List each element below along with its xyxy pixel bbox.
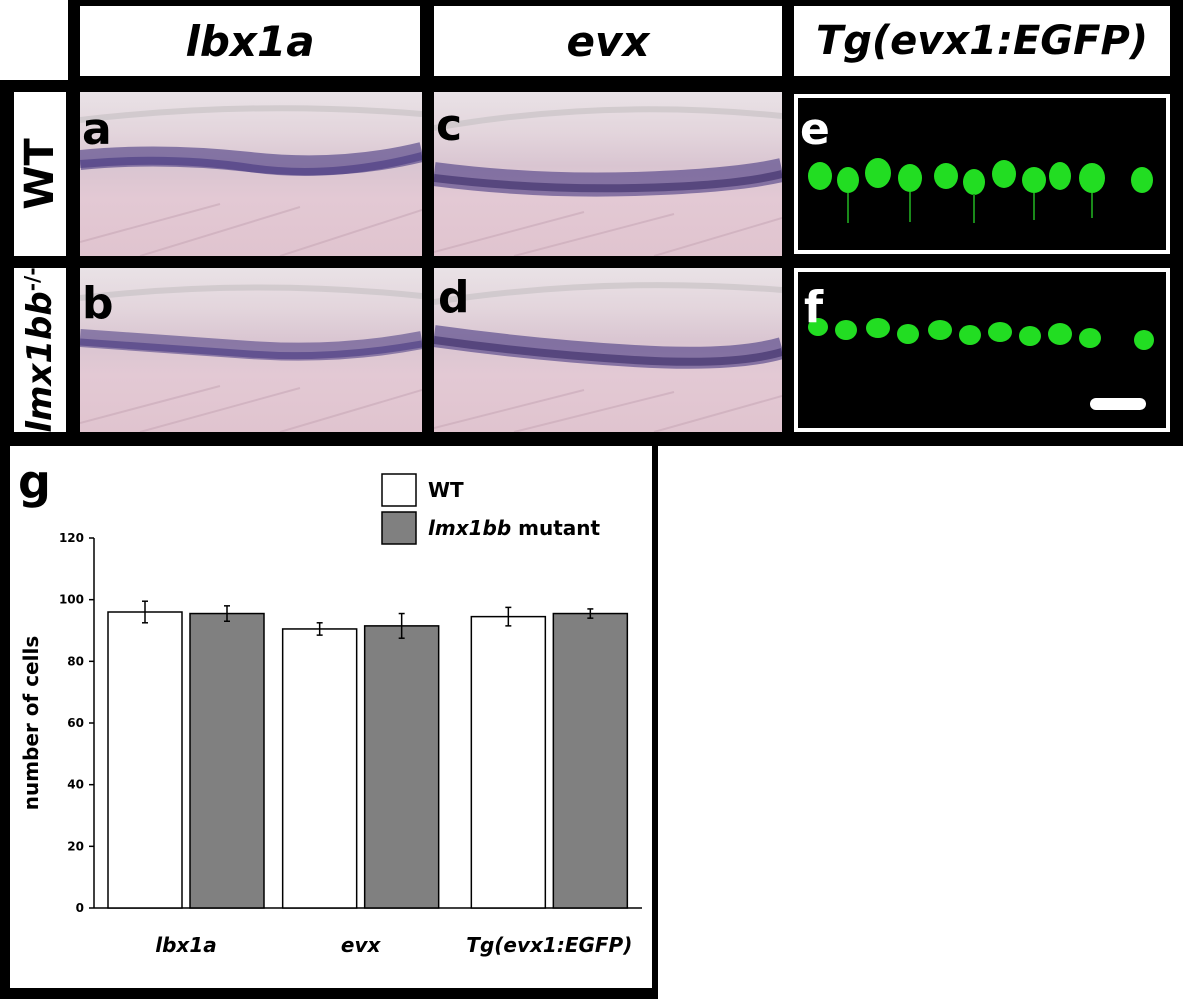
x-tick-label: evx <box>341 933 382 957</box>
scale-bar <box>1090 398 1146 410</box>
y-tick-label: 40 <box>67 778 84 792</box>
bar-wt <box>107 611 183 909</box>
panel-b-label: b <box>82 278 114 329</box>
row-label-mutant-genotype: -/- <box>19 268 44 292</box>
panel-e-label: e <box>800 104 830 155</box>
legend-label-mutant: lmx1bb mutant <box>428 516 600 540</box>
legend-swatch-mutant <box>381 511 417 545</box>
panel-a-label: a <box>82 104 112 155</box>
row-label-mutant-gene: lmx1bb <box>20 291 61 432</box>
bar-mutant <box>363 625 440 909</box>
panel-f-gfp <box>808 318 1154 410</box>
bar-chart: 0 20 40 60 80 100 120 number of cells lbx1a evx Tg… <box>19 473 642 957</box>
panel-e-image <box>794 94 1170 254</box>
row-label-mutant-text: lmx1bb-/- <box>20 268 60 432</box>
row-label-wt: WT <box>14 92 66 256</box>
y-tick-label: 60 <box>67 716 84 730</box>
y-axis-label: number of cells <box>19 636 43 810</box>
y-tick-label: 120 <box>59 531 84 545</box>
column-header-lbx1a-text: lbx1a <box>185 16 315 66</box>
panel-d-label: d <box>438 272 470 323</box>
panel-c-stain <box>434 106 782 256</box>
column-header-tg: Tg(evx1:EGFP) <box>794 6 1170 76</box>
bar-wt <box>281 628 358 909</box>
panel-c-image <box>434 92 782 256</box>
x-tick-label: Tg(evx1:EGFP) <box>466 933 632 957</box>
panel-d-image <box>434 268 782 432</box>
panel-f-image <box>794 268 1170 432</box>
y-tick-label: 100 <box>59 593 84 607</box>
legend-swatch-wt <box>381 473 417 507</box>
x-tick-label: lbx1a <box>155 933 216 957</box>
row-label-mutant: lmx1bb-/- <box>14 268 66 432</box>
panel-d-stain <box>434 282 782 432</box>
panel-b-image <box>80 268 422 432</box>
column-header-lbx1a: lbx1a <box>80 6 420 76</box>
panel-f-label: f <box>804 282 824 333</box>
y-tick-label: 80 <box>67 654 84 668</box>
bar-wt <box>470 615 547 909</box>
bar-mutant <box>552 612 629 909</box>
column-header-evx: evx <box>434 6 782 76</box>
panel-b-stain <box>80 284 422 432</box>
chart-area: g 0 20 40 60 80 100 120 number of cells lbx1a evx… <box>10 446 652 988</box>
row-label-wt-text: WT <box>17 138 63 210</box>
panel-a-image <box>80 92 422 256</box>
panel-e-gfp <box>808 158 1153 223</box>
y-tick-label: 0 <box>76 901 84 915</box>
panel-c-label: c <box>436 100 463 151</box>
column-header-evx-text: evx <box>566 16 650 66</box>
bar-mutant <box>189 612 265 909</box>
panel-a-stain <box>80 105 422 256</box>
y-tick-label: 20 <box>67 839 84 853</box>
panel-g-label: g <box>18 455 51 509</box>
column-header-tg-text: Tg(evx1:EGFP) <box>815 18 1149 64</box>
legend-label-wt: WT <box>428 478 464 502</box>
